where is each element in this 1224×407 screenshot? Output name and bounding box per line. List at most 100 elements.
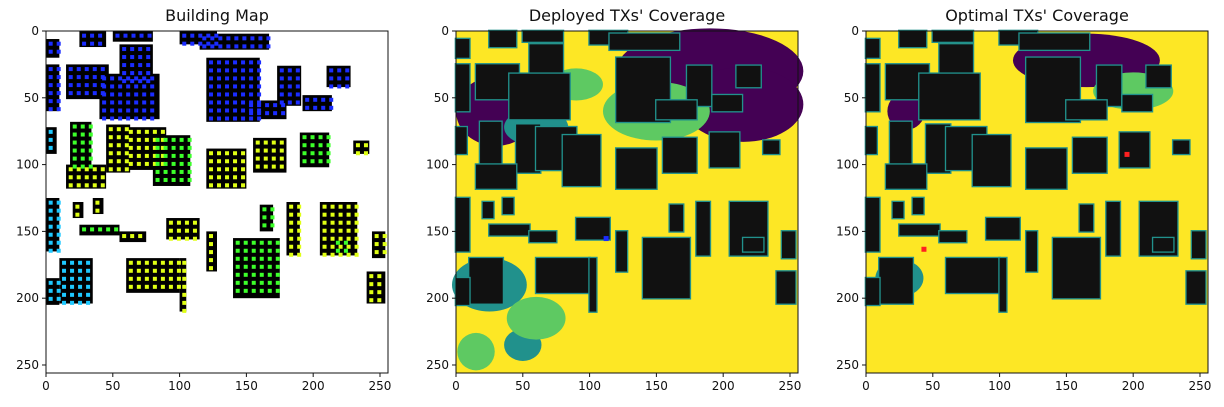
marker-dot	[258, 36, 263, 41]
marker-dot	[330, 252, 335, 257]
marker-dot	[322, 252, 327, 257]
marker-dot	[234, 36, 239, 41]
marker-dot	[337, 68, 342, 73]
marker-dot	[329, 76, 334, 81]
marker-dot	[338, 220, 343, 225]
marker-dot	[155, 169, 160, 174]
y-tick-label: 200	[16, 291, 39, 305]
marker-dot	[343, 240, 348, 245]
marker-dot	[251, 280, 256, 285]
building	[1146, 65, 1171, 88]
marker-dot	[208, 92, 213, 97]
marker-dot	[88, 140, 93, 145]
marker-dot	[374, 250, 379, 255]
marker-dot	[374, 242, 379, 247]
marker-dot	[168, 228, 173, 233]
marker-dot	[279, 76, 284, 81]
marker-dot	[163, 177, 168, 182]
coverage-region	[457, 332, 495, 371]
marker-dot	[369, 290, 374, 295]
marker-dot	[56, 280, 61, 285]
x-tick-label: 200	[302, 379, 325, 393]
building	[1186, 271, 1206, 304]
marker-dot	[124, 135, 129, 140]
marker-dot	[241, 151, 246, 156]
marker-dot	[128, 145, 133, 150]
marker-dot	[160, 137, 165, 142]
marker-dot	[176, 228, 181, 233]
marker-dot	[250, 36, 255, 41]
marker-dot	[134, 76, 139, 81]
building	[866, 197, 880, 252]
building	[696, 202, 710, 256]
marker-dot	[330, 204, 335, 209]
marker-dot	[72, 156, 77, 161]
marker-dot	[330, 228, 335, 233]
marker-dot	[80, 124, 85, 129]
marker-dot	[76, 67, 81, 72]
marker-dot	[138, 234, 143, 239]
marker-dot	[56, 99, 61, 104]
building	[866, 39, 880, 58]
x-tick-label: 200	[1122, 379, 1145, 393]
marker-dot	[68, 75, 73, 80]
marker-dot	[130, 234, 135, 239]
building	[480, 121, 502, 168]
marker-dot	[267, 264, 272, 269]
x-tick-label: 100	[578, 379, 601, 393]
marker-dot	[251, 240, 256, 245]
marker-dot	[302, 151, 307, 156]
marker-dot	[56, 49, 61, 54]
marker-dot	[217, 151, 222, 156]
marker-dot	[377, 282, 382, 287]
marker-dot	[208, 159, 213, 164]
marker-dot	[68, 167, 73, 172]
marker-dot	[56, 224, 61, 229]
marker-dot	[176, 260, 181, 265]
marker-dot	[122, 71, 127, 76]
y-tick-label: 50	[844, 91, 859, 105]
marker-dot	[330, 220, 335, 225]
marker-dot	[134, 108, 139, 113]
marker-dot	[297, 212, 302, 217]
marker-dot	[235, 288, 240, 293]
marker-dot	[241, 159, 246, 164]
marker-dot	[48, 200, 53, 205]
marker-dot	[289, 220, 294, 225]
x-tick-label: 50	[515, 379, 530, 393]
building	[233, 238, 280, 299]
marker-dot	[233, 84, 238, 89]
marker-dot	[108, 135, 113, 140]
transmitter	[1124, 151, 1130, 157]
marker-dot	[86, 260, 91, 265]
marker-dot	[345, 76, 350, 81]
marker-dot	[271, 140, 276, 145]
marker-dot	[226, 44, 231, 49]
marker-dot	[80, 148, 85, 153]
marker-dot	[354, 236, 359, 241]
marker-dot	[152, 284, 157, 289]
marker-dot	[187, 137, 192, 142]
marker-dot	[346, 220, 351, 225]
marker-dot	[225, 60, 230, 65]
marker-dot	[114, 227, 119, 232]
marker-dot	[289, 236, 294, 241]
marker-dot	[68, 83, 73, 88]
marker-dot	[338, 252, 343, 257]
marker-dot	[136, 145, 141, 150]
marker-dot	[289, 228, 294, 233]
marker-dot	[171, 169, 176, 174]
marker-dot	[108, 151, 113, 156]
marker-dot	[168, 276, 173, 281]
marker-dot	[241, 60, 246, 65]
marker-dot	[233, 100, 238, 105]
marker-dot	[102, 108, 107, 113]
marker-dot	[208, 116, 213, 121]
building	[469, 258, 503, 304]
marker-dot	[56, 288, 61, 293]
marker-dot	[251, 264, 256, 269]
building	[1026, 148, 1067, 189]
marker-dot	[62, 300, 67, 305]
marker-dot	[146, 79, 151, 84]
building	[986, 218, 1020, 240]
